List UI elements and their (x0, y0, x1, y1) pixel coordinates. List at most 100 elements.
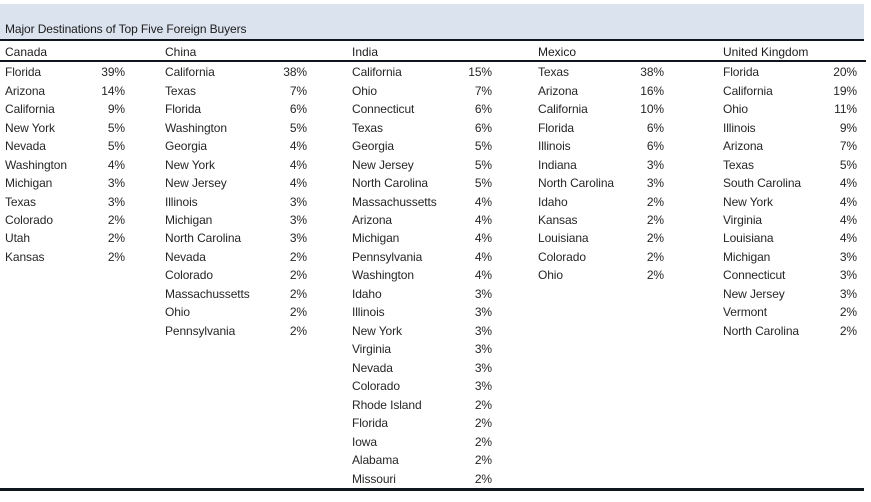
table-row: California 10% (538, 100, 664, 118)
percent-cell: 4% (474, 212, 492, 227)
state-cell: Colorado (165, 268, 213, 283)
state-cell: Kansas (5, 249, 45, 264)
percent-cell: 2% (289, 268, 307, 283)
title-band: Major Destinations of Top Five Foreign B… (0, 4, 864, 39)
percent-cell: 2% (646, 231, 664, 246)
table-row: North Carolina 5% (352, 174, 492, 192)
state-cell: Colorado (5, 212, 53, 227)
column-header-united-kingdom: United Kingdom (723, 45, 809, 59)
state-cell: Iowa (352, 434, 377, 449)
table-row: Ohio 11% (723, 100, 857, 118)
column-mexico: Texas 38% Arizona 16% California 10% Florida 6%… (538, 63, 664, 285)
state-cell: Nevada (5, 139, 46, 154)
state-cell: North Carolina (165, 231, 241, 246)
table-row: Pennsylvania 4% (352, 248, 492, 266)
state-cell: Florida (5, 65, 41, 80)
percent-cell: 20% (833, 65, 857, 80)
table-row: Illinois 3% (352, 303, 492, 321)
percent-cell: 4% (474, 249, 492, 264)
state-cell: New Jersey (165, 176, 227, 191)
table-row: New York 3% (352, 322, 492, 340)
table-row: Texas 7% (165, 81, 307, 99)
state-cell: Nevada (165, 249, 206, 264)
percent-cell: 16% (640, 83, 664, 98)
state-cell: Rhode Island (352, 397, 422, 412)
column-canada: Florida 39% Arizona 14% California 9% New York… (5, 63, 125, 266)
table-row: New Jersey 5% (352, 155, 492, 173)
percent-cell: 9% (107, 102, 125, 117)
percent-cell: 5% (474, 157, 492, 172)
state-cell: California (538, 102, 588, 117)
state-cell: Pennsylvania (352, 249, 423, 264)
percent-cell: 3% (474, 379, 492, 394)
table-row: Nevada 2% (165, 248, 307, 266)
percent-cell: 11% (834, 102, 857, 117)
state-cell: Washington (352, 268, 414, 283)
percent-cell: 4% (839, 231, 857, 246)
table-row: Arizona 14% (5, 81, 125, 99)
state-cell: Arizona (352, 212, 392, 227)
state-cell: Massachussetts (165, 286, 250, 301)
table-row: Virginia 3% (352, 340, 492, 358)
table-row: Washington 5% (165, 118, 307, 136)
state-cell: Texas (723, 157, 754, 172)
table-row: Georgia 5% (352, 137, 492, 155)
column-header-canada: Canada (5, 45, 48, 59)
table-row: Colorado 2% (538, 248, 664, 266)
percent-cell: 5% (474, 139, 492, 154)
percent-cell: 3% (289, 194, 307, 209)
table-row: Ohio 2% (538, 266, 664, 284)
state-cell: Indiana (538, 157, 577, 172)
table-row: Michigan 3% (5, 174, 125, 192)
state-cell: Arizona (538, 83, 578, 98)
state-cell: Texas (5, 194, 36, 209)
state-cell: New York (165, 157, 215, 172)
percent-cell: 3% (839, 268, 857, 283)
table-row: Nevada 5% (5, 137, 125, 155)
state-cell: California (5, 102, 55, 117)
column-india: California 15% Ohio 7% Connecticut 6% Texas 6% G… (352, 63, 492, 488)
state-cell: Ohio (165, 305, 190, 320)
percent-cell: 2% (474, 397, 492, 412)
state-cell: South Carolina (723, 176, 801, 191)
state-cell: Idaho (352, 286, 382, 301)
percent-cell: 3% (839, 286, 857, 301)
state-cell: Pennsylvania (165, 323, 236, 338)
percent-cell: 2% (646, 268, 664, 283)
percent-cell: 10% (640, 102, 664, 117)
table-row: Virginia 4% (723, 211, 857, 229)
percent-cell: 3% (289, 212, 307, 227)
percent-cell: 3% (474, 360, 492, 375)
percent-cell: 4% (289, 176, 307, 191)
state-cell: Ohio (538, 268, 563, 283)
table-row: Michigan 3% (165, 211, 307, 229)
state-cell: Massachussetts (352, 194, 437, 209)
table-row: Washington 4% (5, 155, 125, 173)
table-row: North Carolina 3% (165, 229, 307, 247)
table-row: Pennsylvania 2% (165, 322, 307, 340)
table-row: New Jersey 3% (723, 285, 857, 303)
state-cell: Alabama (352, 453, 399, 468)
percent-cell: 3% (474, 286, 492, 301)
state-cell: Louisiana (538, 231, 589, 246)
state-cell: Texas (165, 83, 196, 98)
table-row: Massachussetts 2% (165, 285, 307, 303)
state-cell: California (723, 83, 773, 98)
percent-cell: 5% (289, 120, 307, 135)
percent-cell: 6% (646, 120, 664, 135)
state-cell: North Carolina (352, 176, 428, 191)
percent-cell: 4% (474, 194, 492, 209)
column-header-india: India (352, 45, 379, 59)
state-cell: Florida (723, 65, 759, 80)
state-cell: Nevada (352, 360, 393, 375)
percent-cell: 2% (474, 453, 492, 468)
percent-cell: 2% (646, 194, 664, 209)
state-cell: Michigan (165, 212, 213, 227)
percent-cell: 38% (640, 65, 664, 80)
table-row: Michigan 4% (352, 229, 492, 247)
state-cell: Ohio (723, 102, 748, 117)
percent-cell: 2% (839, 305, 857, 320)
percent-cell: 2% (107, 231, 125, 246)
state-cell: New Jersey (352, 157, 414, 172)
table-title: Major Destinations of Top Five Foreign B… (5, 22, 247, 36)
